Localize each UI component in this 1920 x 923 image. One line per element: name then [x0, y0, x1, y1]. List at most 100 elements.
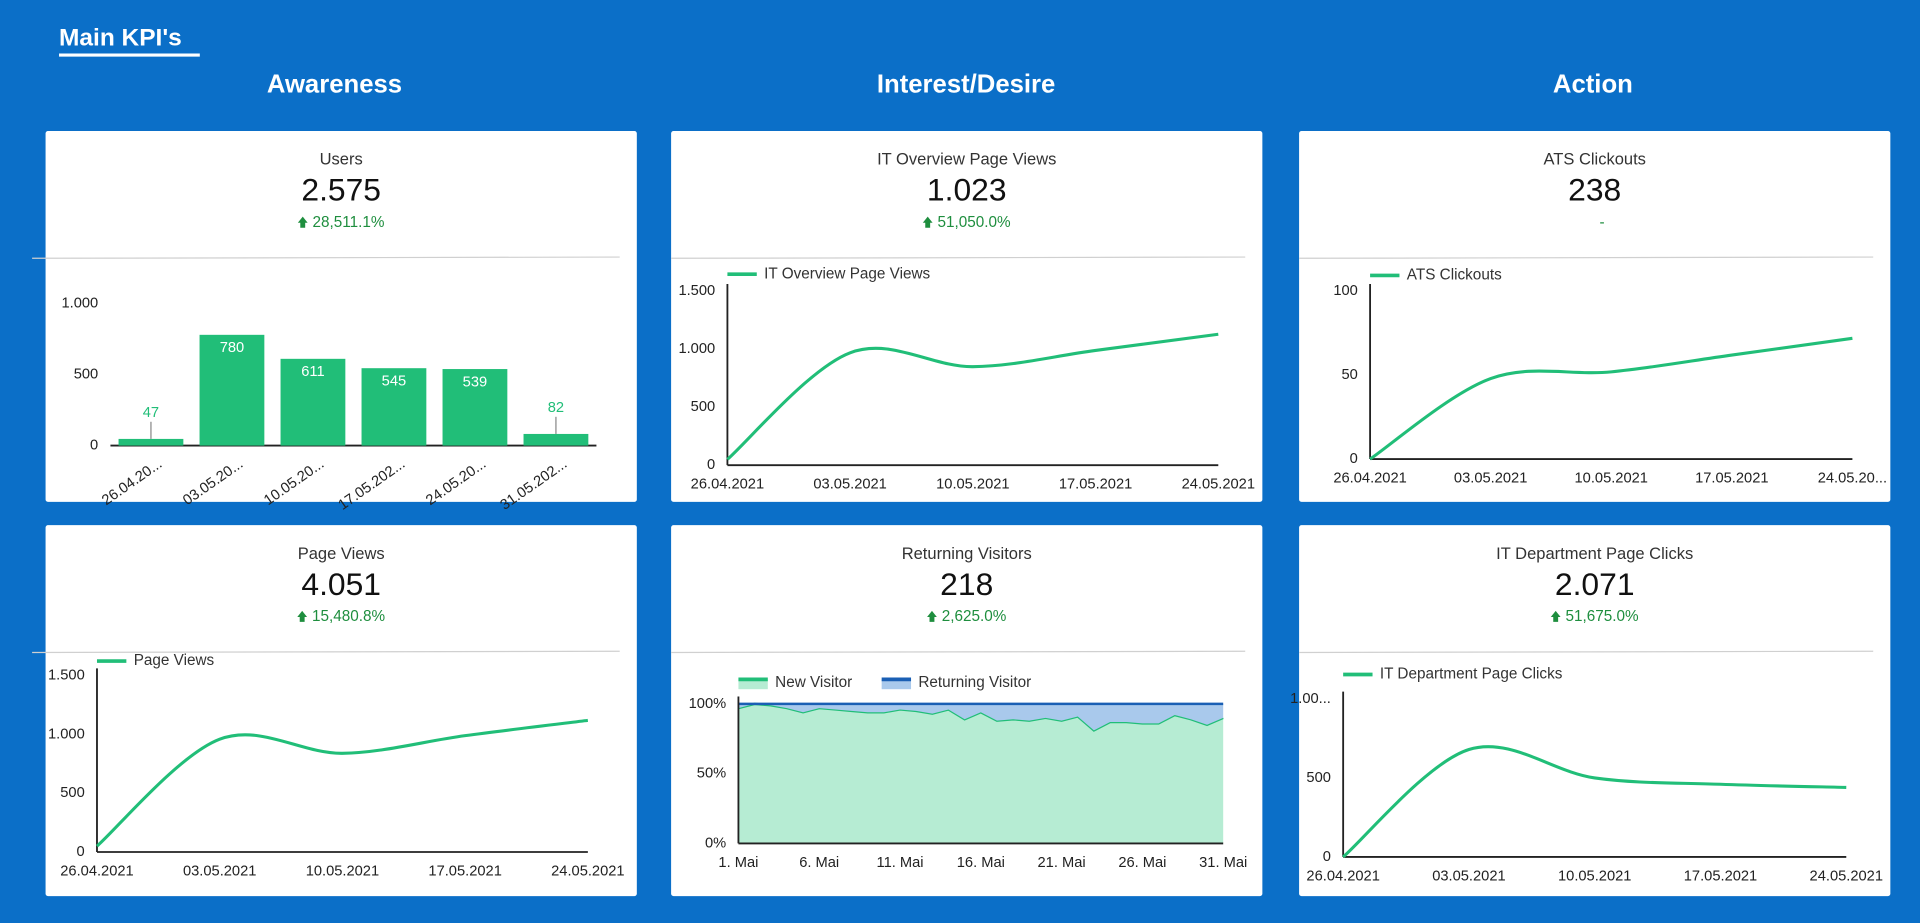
y-tick-label: 1.500	[678, 283, 715, 299]
column-title: Interest/Desire	[877, 70, 1055, 98]
bar	[523, 433, 589, 446]
x-tick-label: 26.04.2021	[1333, 471, 1406, 487]
separator	[671, 256, 1246, 259]
kpi-card: Users2.57528,511.1%05001.0004726.04.20..…	[32, 130, 637, 514]
x-tick-label: 10.05.2021	[306, 863, 379, 879]
x-tick-label: 03.05.2021	[183, 863, 256, 879]
x-tick-label: 11. Mai	[877, 855, 924, 871]
x-tick-label: 26.04.2021	[691, 477, 764, 493]
separator	[1299, 650, 1874, 654]
x-tick-label: 17.05.2021	[1684, 868, 1757, 884]
y-tick-label: 1.000	[678, 341, 715, 357]
kpi-card: ATS Clickouts 238 - 0 50 100 26.04.2021 03.05.2…	[1299, 130, 1891, 502]
kpi-value: 4.051	[301, 566, 381, 602]
kpi-card: Page Views 4.051 15,480.8% 0 500 1.000 1.500 26…	[32, 525, 637, 897]
x-tick-label: 17.05.2021	[428, 863, 501, 879]
y-tick-label: 500	[691, 399, 715, 415]
card	[1299, 130, 1891, 502]
y-tick-label: 1.000	[61, 295, 98, 311]
kpi-delta: 51,675.0%	[1565, 608, 1639, 625]
x-tick-label: 10.05.2021	[1558, 868, 1631, 884]
line	[1342, 745, 1847, 859]
x-tick-label: 24.05.20...	[1818, 471, 1887, 487]
card	[45, 525, 637, 897]
x-tick-label: 26.04.2021	[1306, 868, 1379, 884]
y-tick-label: 0	[1323, 849, 1331, 865]
legend-label: ATS Clickouts	[1407, 266, 1502, 283]
y-tick-label: 1.500	[48, 668, 85, 684]
legend-swatch	[738, 679, 768, 690]
y-tick-label: 0	[77, 844, 85, 860]
x-tick-label: 17.05.2021	[1695, 471, 1768, 487]
trend-arrow	[297, 610, 308, 622]
y-tick-label: 100%	[689, 696, 727, 712]
x-tick-label: 16. Mai	[957, 855, 1005, 871]
y-tick-label: 100	[1333, 283, 1357, 299]
y-tick-label: 1.00...	[1290, 691, 1331, 707]
line	[95, 718, 589, 848]
card	[671, 130, 1263, 502]
bar	[199, 334, 265, 446]
column-title: Awareness	[267, 70, 402, 98]
legend-label: New Visitor	[775, 674, 852, 691]
area	[738, 703, 1224, 844]
x-tick-label: 03.05.2021	[813, 477, 886, 493]
bar	[280, 358, 346, 446]
card-title: Page Views	[298, 544, 385, 563]
legend-swatch	[881, 679, 912, 690]
kpi-card: IT Department Page Clicks 2.071 51,675.0% 0…	[1290, 525, 1891, 897]
legend-label: IT Department Page Clicks	[1380, 666, 1563, 683]
bar	[118, 438, 184, 446]
kpi-value: 218	[940, 566, 993, 602]
y-tick-label: 0%	[705, 835, 726, 851]
line	[726, 332, 1219, 461]
kpi-value: 2.575	[301, 172, 381, 208]
kpi-value: 238	[1568, 172, 1621, 208]
x-tick-label: 03.05.2021	[1432, 868, 1505, 884]
y-tick-label: 500	[74, 366, 98, 382]
separator	[32, 650, 620, 654]
x-tick-label: 24.05.2021	[1810, 868, 1883, 884]
x-tick-label: 10.05.2021	[936, 477, 1009, 493]
y-tick-label: 0	[90, 437, 98, 453]
y-tick-label: 500	[1306, 770, 1330, 786]
x-tick-label: 6. Mai	[799, 855, 839, 871]
legend-label: IT Overview Page Views	[764, 265, 930, 282]
x-tick-label: 26. Mai	[1118, 855, 1166, 871]
bar-label: 47	[143, 405, 159, 421]
x-tick-label: 26.04.2021	[60, 863, 133, 879]
card-title: ATS Clickouts	[1543, 150, 1645, 169]
separator	[671, 650, 1246, 654]
kpi-value: 2.071	[1555, 566, 1635, 602]
kpi-card: Returning Visitors 218 2,625.0% 0% 50% 100% 1.…	[671, 525, 1263, 897]
x-tick-label: 1. Mai	[718, 855, 758, 871]
y-tick-label: 1.000	[48, 726, 85, 742]
column-title: Action	[1553, 70, 1633, 98]
kpi-card: IT Overview Page Views 1.023 51,050.0% 0 500…	[671, 130, 1263, 502]
x-tick-label: 24.05.2021	[1182, 477, 1255, 493]
y-tick-label: 50	[1342, 367, 1358, 383]
x-tick-label: 10.05.2021	[1575, 471, 1648, 487]
legend-label: Page Views	[134, 652, 215, 669]
kpi-delta: 2,625.0%	[942, 608, 1007, 625]
x-tick-label: 31. Mai	[1199, 855, 1247, 871]
line	[1369, 336, 1853, 461]
x-tick-label: 21. Mai	[1038, 855, 1086, 871]
bar	[361, 368, 427, 446]
y-tick-label: 50%	[697, 766, 726, 782]
separator	[32, 256, 620, 259]
kpi-value: 1.023	[927, 172, 1007, 208]
kpi-delta: 28,511.1%	[313, 214, 385, 231]
card-title: Returning Visitors	[902, 544, 1032, 563]
x-tick-label: 03.05.2021	[1454, 471, 1527, 487]
bar-label: 545	[382, 374, 406, 390]
bar-label: 611	[301, 364, 324, 380]
area	[738, 703, 1224, 731]
page-title: Main KPI's	[59, 25, 182, 52]
kpi-delta: 51,050.0%	[937, 214, 1011, 231]
kpi-delta: -	[1600, 214, 1605, 231]
trend-arrow	[297, 216, 308, 228]
x-tick-label: 24.05.2021	[551, 863, 624, 879]
card-title: IT Department Page Clicks	[1496, 544, 1693, 563]
